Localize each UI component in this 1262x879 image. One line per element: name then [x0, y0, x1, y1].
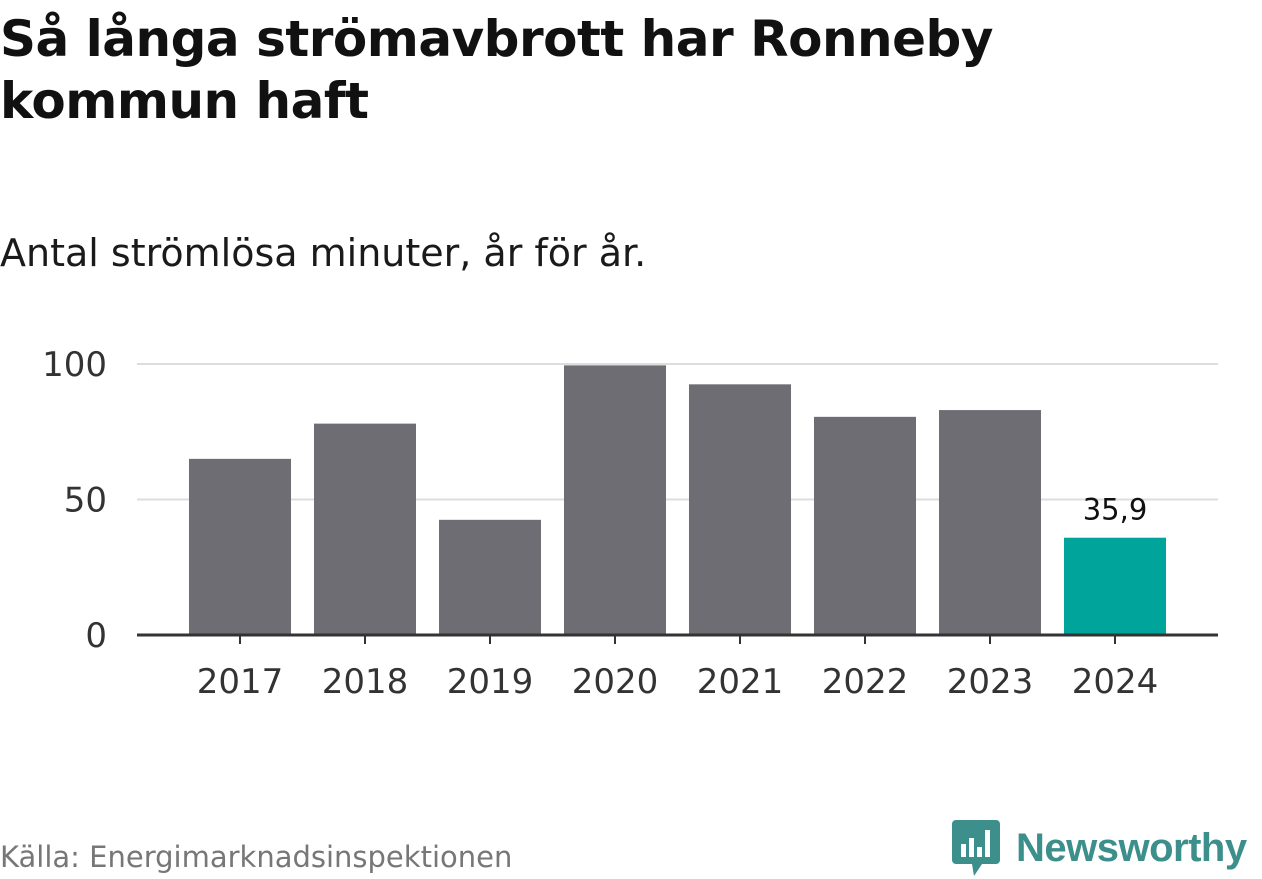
x-tick-label: 2020: [572, 662, 659, 702]
bar: [689, 384, 791, 635]
bar: [189, 458, 291, 635]
data-label: 35,9: [1083, 493, 1148, 527]
x-tick-label: 2017: [197, 662, 284, 702]
data-labels: 35,9: [1083, 493, 1148, 527]
y-tick-label: 100: [42, 345, 107, 385]
bar: [439, 519, 541, 635]
x-tick-label: 2019: [447, 662, 534, 702]
chart-title: Så långa strömavbrott har Ronneby kommun…: [0, 10, 993, 130]
bar-highlighted: [1064, 537, 1166, 635]
x-tick-label: 2023: [947, 662, 1034, 702]
x-tick-label: 2022: [822, 662, 909, 702]
x-axis-ticks: 2017 2018 2019 2020 2021 2022 2023 2024: [197, 662, 1159, 702]
gridlines: [137, 363, 1218, 501]
brand-logo: Newsworthy: [952, 820, 1247, 876]
x-tick-label: 2024: [1072, 662, 1159, 702]
bar: [939, 410, 1041, 635]
bar-chart-speech-bubble-icon: [952, 820, 1000, 876]
y-tick-label: 0: [85, 616, 107, 656]
bars: [189, 365, 1166, 635]
y-axis-ticks: 0 50 100: [42, 345, 107, 656]
y-tick-label: 50: [64, 481, 107, 521]
bar: [814, 416, 916, 635]
x-tick-label: 2021: [697, 662, 784, 702]
source-note: Källa: Energimarknadsinspektionen: [0, 840, 513, 874]
x-tick-label: 2018: [322, 662, 409, 702]
x-axis: [137, 633, 1218, 644]
brand-name: Newsworthy: [1016, 825, 1247, 870]
bar: [314, 423, 416, 635]
bar: [564, 365, 666, 635]
chart-subtitle: Antal strömlösa minuter, år för år.: [0, 231, 647, 275]
